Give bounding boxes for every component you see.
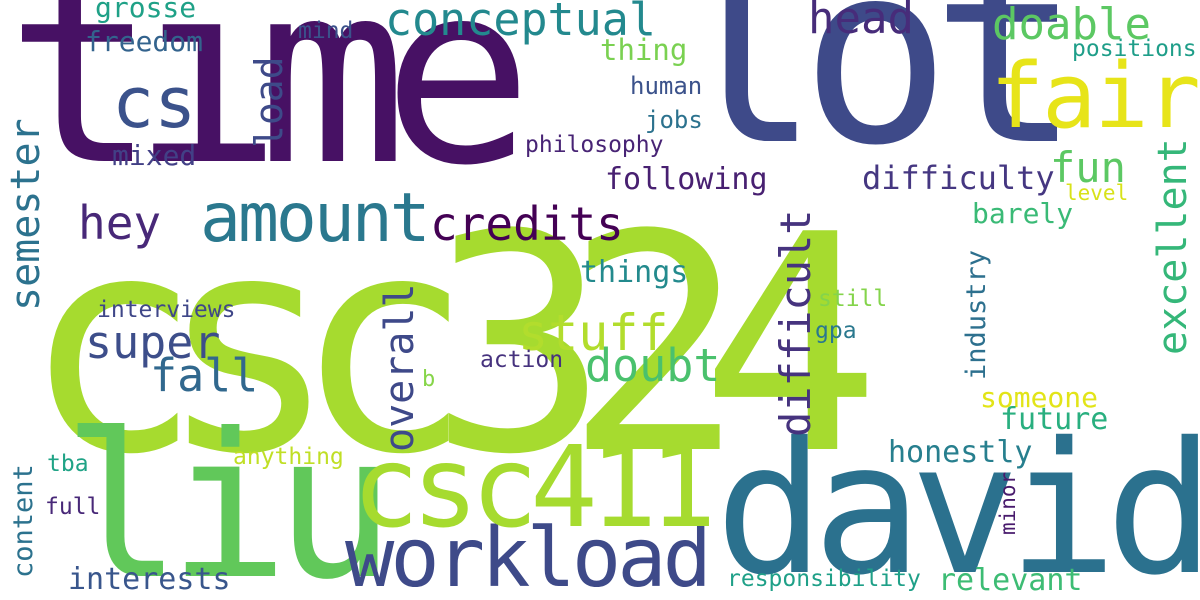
word-fall: fall [150, 349, 259, 402]
word-doubt: doubt [585, 339, 721, 392]
word-someone: someone [980, 381, 1099, 414]
word-difficulty: difficulty [862, 159, 1055, 197]
word-human: human [630, 72, 703, 100]
word-liu: liu [62, 391, 395, 600]
word-anything: anything [233, 444, 344, 470]
word-credits: credits [430, 197, 624, 251]
word-load: load [247, 56, 291, 148]
word-positions: positions [1072, 36, 1197, 62]
word-overall: overall [377, 283, 423, 452]
word-interviews: interviews [97, 297, 236, 323]
word-philosophy: philosophy [525, 132, 664, 158]
word-freedom: freedom [85, 25, 204, 58]
word-csc411: csc411 [352, 423, 717, 553]
word-excellent: excellent [1150, 138, 1196, 355]
word-thing: thing [600, 33, 688, 67]
word-amount: amount [200, 179, 431, 258]
word-david: david [715, 403, 1200, 600]
word-semester: semester [3, 118, 49, 311]
word-lot: lot [670, 0, 1082, 200]
word-difficult: difficult [771, 209, 820, 437]
word-still: still [818, 286, 888, 312]
word-action: action [480, 347, 564, 373]
word-super: super [85, 316, 221, 369]
word-csc324: csc324 [22, 171, 881, 520]
word-stuff: stuff [518, 304, 669, 362]
word-doable: doable [992, 0, 1151, 50]
word-following: following [605, 162, 768, 197]
word-head: head [808, 0, 914, 44]
word-level: level [1065, 181, 1129, 205]
word-mind: mind [298, 18, 354, 44]
word-jobs: jobs [645, 106, 703, 134]
word-gpa: gpa [815, 318, 857, 344]
word-grosse: grosse [95, 0, 197, 24]
word-cs: cs [112, 62, 197, 144]
word-industry: industry [961, 249, 992, 380]
word-conceptual: conceptual [385, 0, 656, 46]
word-mixed: mixed [112, 139, 197, 172]
word-future: future [1000, 402, 1109, 437]
word-b: b [422, 367, 436, 392]
word-full: full [45, 494, 101, 520]
word-responsibility: responsibility [727, 566, 921, 592]
word-tba: tba [47, 451, 89, 477]
word-barely: barely [972, 197, 1074, 230]
word-hey: hey [78, 196, 162, 250]
word-honestly: honestly [888, 435, 1033, 470]
word-content: content [8, 464, 39, 578]
word-minor: minor [996, 471, 1020, 535]
word-fair: fair [990, 44, 1200, 149]
word-workload: workload [345, 511, 712, 600]
word-interests: interests [68, 562, 231, 597]
word-things: things [580, 255, 689, 290]
word-time: time [6, 0, 533, 220]
word-fun: fun [1050, 143, 1126, 192]
word-relevant: relevant [938, 563, 1083, 598]
